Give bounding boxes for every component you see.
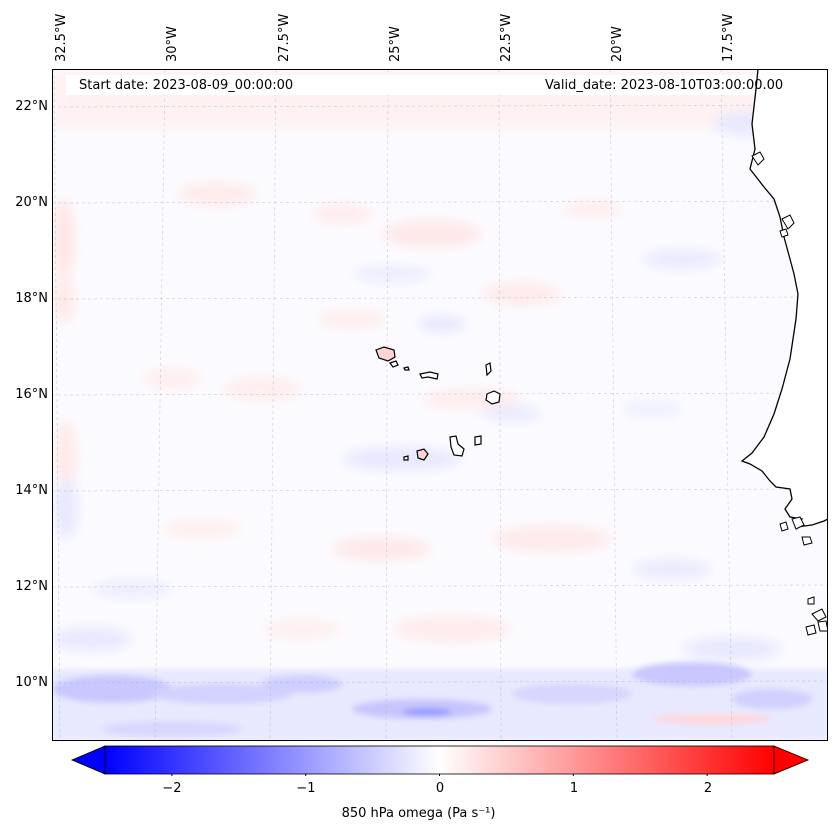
start-date-label: Start date: 2023-08-09_00:00:00 [79, 78, 294, 93]
colorbar-tick-label: 1 [569, 781, 579, 796]
colorbar [70, 745, 810, 776]
island-fogo [416, 448, 429, 461]
colorbar-tick-label: 2 [703, 781, 713, 796]
lon-label-27-5w: 27.5°W [277, 13, 292, 62]
island-santa-luzia [403, 366, 410, 371]
island-sao-vicente [389, 360, 399, 368]
island-boa-vista [485, 390, 501, 405]
lon-label-30w: 30°W [165, 26, 180, 62]
map-frame [52, 69, 828, 741]
island-brava [403, 455, 409, 461]
lon-label-32-5w: 32.5°W [54, 13, 69, 62]
island-sal [485, 362, 492, 377]
lat-label-14n: 14°N [15, 483, 48, 498]
lat-label-22n: 22°N [15, 99, 48, 114]
island-sao-nicolau [419, 371, 439, 380]
lon-label-22-5w: 22.5°W [499, 13, 514, 62]
colorbar-tick-label: −2 [162, 781, 182, 796]
graticule [52, 69, 828, 741]
lon-label-20w: 20°W [610, 26, 625, 62]
colorbar-extend-min [70, 745, 106, 775]
colorbar-extend-max [773, 745, 810, 775]
island-maio [474, 435, 482, 446]
colorbar-body [104, 745, 775, 775]
lon-label-17-5w: 17.5°W [721, 13, 736, 62]
island-santo-antao [375, 346, 396, 362]
colorbar-tick-label: 0 [435, 781, 445, 796]
colorbar-title: 850 hPa omega (Pa s⁻¹) [341, 806, 496, 821]
island-santiago [449, 435, 465, 457]
lon-label-25w: 25°W [388, 26, 403, 62]
lat-label-12n: 12°N [15, 579, 48, 594]
lat-label-10n: 10°N [15, 675, 48, 690]
colorbar-ticks [171, 774, 708, 776]
lat-label-16n: 16°N [15, 387, 48, 402]
lat-label-20n: 20°N [15, 195, 48, 210]
header-band [66, 75, 810, 95]
southern-band [52, 662, 828, 741]
valid-date-label: Valid_date: 2023-08-10T03:00:00.00 [545, 78, 784, 93]
coastline-details [751, 151, 828, 636]
cape-verde-islands [375, 346, 501, 461]
lat-label-18n: 18°N [15, 291, 48, 306]
colorbar-tick-label: −1 [296, 781, 316, 796]
map-panel [52, 69, 828, 741]
